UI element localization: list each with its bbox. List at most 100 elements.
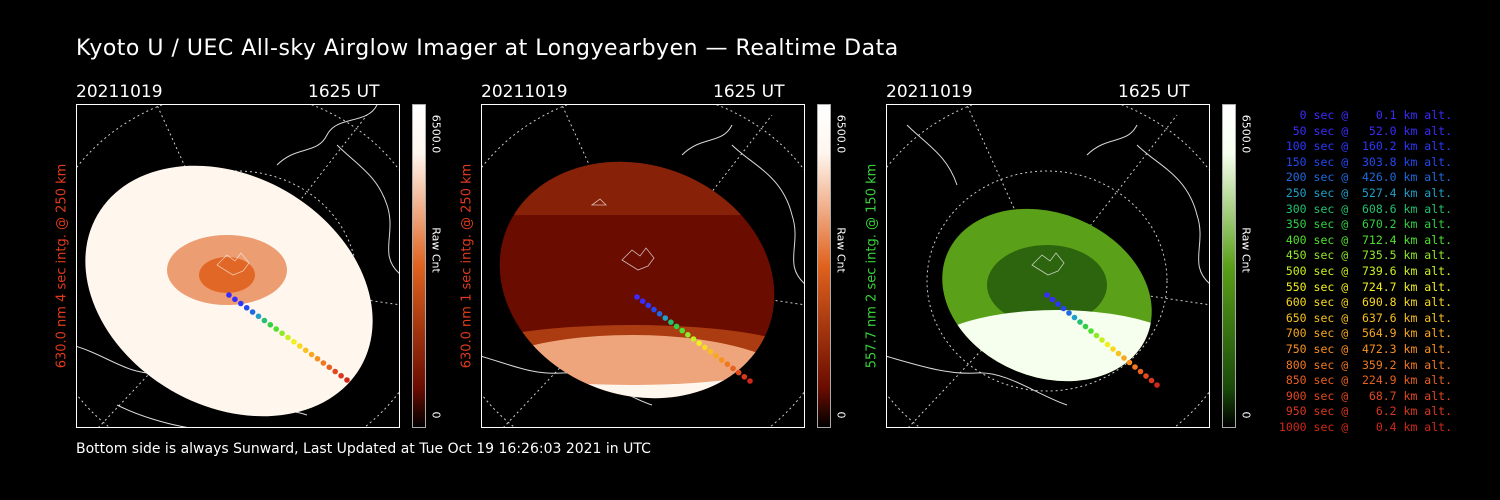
imager-panel-1: 20211019 1625 UT 630.0 nm 4 sec intg. @ … bbox=[55, 80, 456, 430]
field-dark bbox=[987, 245, 1107, 325]
airglow-field bbox=[916, 178, 1178, 412]
colorbar-min: 0 bbox=[428, 400, 444, 430]
trajectory-point bbox=[1093, 332, 1100, 339]
legend-entry: 600 sec @ 690.8 km alt. bbox=[1278, 295, 1452, 310]
trajectory-point bbox=[656, 311, 663, 317]
imager-panel-3: 20211019 1625 UT 557.7 nm 2 sec intg. @ … bbox=[865, 80, 1266, 430]
trajectory-point bbox=[1088, 328, 1094, 334]
legend-entry: 350 sec @ 670.2 km alt. bbox=[1278, 217, 1452, 232]
trajectory-point bbox=[645, 302, 652, 309]
wavelength-label-text: 557.7 nm 2 sec intg. @ 150 km bbox=[864, 163, 880, 369]
trajectory-point bbox=[696, 340, 702, 346]
legend-entry: 450 sec @ 735.5 km alt. bbox=[1278, 248, 1452, 263]
colorbar-max: 6500.0 bbox=[1238, 104, 1254, 164]
trajectory-point bbox=[1132, 364, 1138, 370]
trajectory-point bbox=[1121, 355, 1127, 361]
trajectory-point bbox=[249, 309, 256, 315]
trajectory-point bbox=[1060, 305, 1067, 312]
trajectory-2 bbox=[634, 294, 753, 384]
trajectory-point bbox=[1049, 296, 1056, 303]
colorbar-min-text: 0 bbox=[834, 411, 848, 419]
legend-entry: 1000 sec @ 0.4 km alt. bbox=[1278, 419, 1452, 434]
trajectory-point bbox=[713, 353, 719, 359]
panel-date: 20211019 bbox=[886, 82, 973, 102]
colorbar-unit-text: Raw Cnt bbox=[429, 227, 443, 273]
trajectory-point bbox=[267, 321, 274, 328]
trajectory-point bbox=[690, 336, 697, 342]
colorbar-max: 6500.0 bbox=[833, 104, 849, 164]
trajectory-point bbox=[679, 327, 685, 334]
colorbar-max: 6500.0 bbox=[428, 104, 444, 164]
trajectory-point bbox=[1099, 337, 1105, 343]
field-core bbox=[199, 257, 255, 293]
colorbar-unit-text: Raw Cnt bbox=[1239, 227, 1253, 273]
legend-entry: 250 sec @ 527.4 km alt. bbox=[1278, 185, 1452, 200]
trajectory-point bbox=[332, 368, 338, 375]
trajectory-point bbox=[702, 344, 708, 351]
trajectory-point bbox=[1055, 301, 1061, 307]
trajectory-point bbox=[1044, 292, 1050, 298]
airglow-field bbox=[482, 124, 804, 427]
trajectory-point bbox=[1154, 382, 1160, 388]
allsky-image bbox=[886, 104, 1210, 428]
colorbar-min-text: 0 bbox=[429, 411, 443, 419]
wavelength-label-text: 630.0 nm 4 sec intg. @ 250 km bbox=[54, 163, 70, 369]
trajectory-point bbox=[668, 319, 674, 325]
trajectory-point bbox=[724, 361, 731, 368]
legend-entry: 900 sec @ 68.7 km alt. bbox=[1278, 388, 1452, 403]
trajectory-point bbox=[1110, 346, 1116, 352]
page-title: Kyoto U / UEC All-sky Airglow Imager at … bbox=[76, 36, 899, 61]
panel-date: 20211019 bbox=[76, 82, 163, 102]
trajectory-point bbox=[326, 364, 333, 371]
colorbar bbox=[412, 104, 426, 428]
colorbar bbox=[1222, 104, 1236, 428]
footer-note: Bottom side is always Sunward, Last Upda… bbox=[76, 441, 651, 457]
trajectory-point bbox=[730, 365, 736, 372]
field-bright bbox=[917, 310, 1178, 410]
trajectory-point bbox=[232, 296, 238, 303]
trajectory-point bbox=[291, 338, 297, 345]
colorbar-unit-text: Raw Cnt bbox=[834, 227, 848, 273]
trajectory-point bbox=[238, 300, 244, 307]
colorbar-max-text: 6500.0 bbox=[1239, 114, 1253, 154]
trajectory-point bbox=[261, 317, 268, 324]
trajectory-point bbox=[1148, 377, 1155, 384]
trajectory-point bbox=[1071, 314, 1078, 321]
trajectory-point bbox=[634, 294, 640, 300]
legend-entry: 50 sec @ 52.0 km alt. bbox=[1278, 123, 1452, 138]
trajectory-point bbox=[1082, 323, 1089, 330]
colorbar-max-text: 6500.0 bbox=[834, 114, 848, 154]
colorbar bbox=[817, 104, 831, 428]
trajectory-point bbox=[1126, 359, 1133, 366]
trajectory-point bbox=[314, 355, 321, 362]
trajectory-point bbox=[279, 330, 285, 337]
panel-time: 1625 UT bbox=[1118, 82, 1190, 102]
colorbar-min-text: 0 bbox=[1239, 411, 1253, 419]
trajectory-point bbox=[285, 334, 291, 341]
trajectory-point bbox=[255, 313, 262, 320]
trajectory-point bbox=[1104, 341, 1111, 348]
wavelength-label: 557.7 nm 2 sec intg. @ 150 km bbox=[862, 104, 882, 428]
allsky-svg bbox=[887, 105, 1209, 427]
legend-entry: 100 sec @ 160.2 km alt. bbox=[1278, 139, 1452, 154]
trajectory-point bbox=[1143, 373, 1149, 379]
trajectory-point bbox=[639, 298, 646, 304]
trajectory-point bbox=[344, 377, 350, 383]
legend-entry: 150 sec @ 303.8 km alt. bbox=[1278, 154, 1452, 169]
legend-entry: 300 sec @ 608.6 km alt. bbox=[1278, 201, 1452, 216]
trajectory-point bbox=[735, 369, 742, 376]
trajectory-point bbox=[226, 292, 232, 298]
trajectory-point bbox=[662, 315, 669, 321]
colorbar-unit: Raw Cnt bbox=[833, 210, 849, 290]
allsky-svg bbox=[482, 105, 804, 427]
allsky-svg bbox=[77, 105, 399, 427]
trajectory-point bbox=[1077, 319, 1083, 325]
legend-entry: 750 sec @ 472.3 km alt. bbox=[1278, 341, 1452, 356]
map-overlay-inside bbox=[216, 252, 250, 276]
allsky-image bbox=[481, 104, 805, 428]
trajectory-point bbox=[338, 372, 344, 379]
legend-entry: 550 sec @ 724.7 km alt. bbox=[1278, 279, 1452, 294]
colorbar-unit: Raw Cnt bbox=[428, 210, 444, 290]
legend-entry: 400 sec @ 712.4 km alt. bbox=[1278, 232, 1452, 247]
field-upper bbox=[482, 124, 804, 215]
